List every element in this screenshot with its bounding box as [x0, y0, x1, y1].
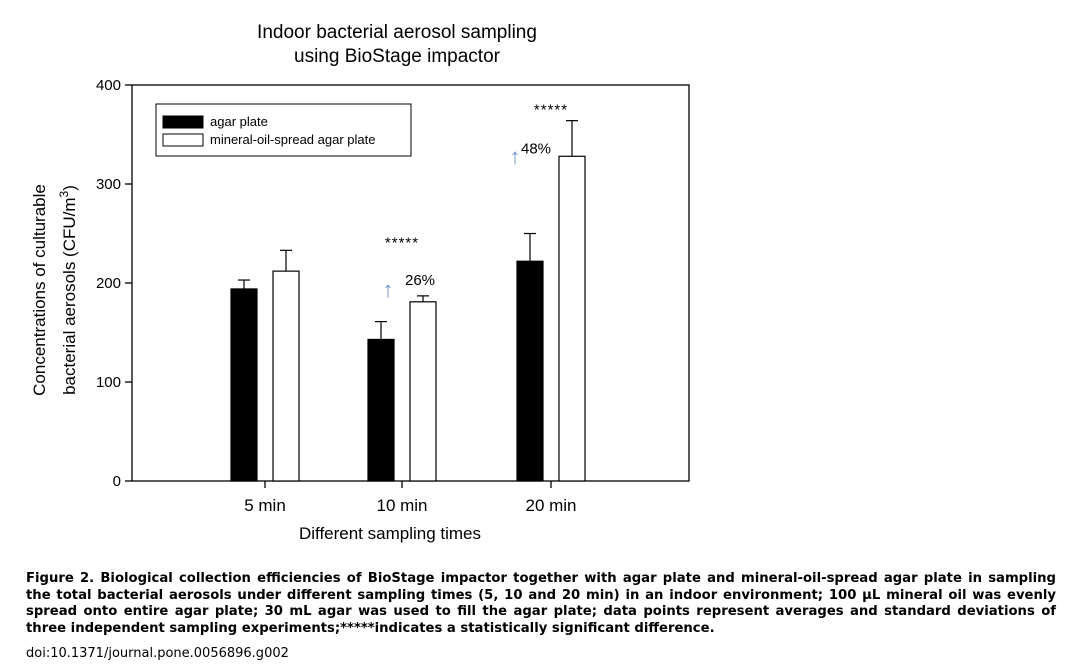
bar-s1-c1 [409, 301, 437, 482]
y-axis-label: Concentrations of culturable bacterial a… [30, 184, 79, 396]
y-tick-label-100: 100 [96, 374, 121, 391]
x-tick-label-0: 5 min [244, 496, 286, 515]
legend-box [155, 103, 412, 157]
significance-stars-1: ***** [385, 234, 419, 251]
chart-title-line-1: Indoor bacterial aerosol sampling [257, 22, 537, 43]
figure-doi: doi:10.1371/journal.pone.0056896.g002 [26, 646, 289, 661]
significance-stars-2: ***** [534, 102, 568, 119]
bar-s0-c0 [230, 288, 258, 482]
legend-swatch-mineral-oil-spread-agar-plate [162, 133, 204, 147]
y-tick-label-300: 300 [96, 176, 121, 193]
bar-chart: Indoor bacterial aerosol sampling using … [30, 22, 690, 543]
legend: agar plate mineral-oil-spread agar plate [155, 103, 412, 157]
y-tick-label-400: 400 [96, 77, 121, 94]
x-axis-label: Different sampling times [299, 524, 481, 543]
up-arrow-icon: ↑ [383, 277, 394, 302]
figure-caption: Figure 2. Biological collection efficien… [26, 571, 1056, 636]
legend-label-agar-plate: agar plate [210, 114, 268, 129]
y-axis-label-line-2: bacterial aerosols (CFU/m3) [57, 185, 79, 395]
up-arrow-icon: ↑ [510, 144, 521, 169]
bar-s0-c1 [367, 338, 395, 482]
bar-s1-c0 [272, 270, 300, 482]
chart-title: Indoor bacterial aerosol sampling using … [257, 22, 537, 67]
y-axis-label-line-1: Concentrations of culturable [30, 184, 49, 396]
bar-s1-c2 [558, 155, 586, 482]
bar-s0-c2 [516, 260, 544, 482]
y-tick-label-0: 0 [113, 473, 121, 490]
legend-swatch-agar-plate [162, 115, 204, 129]
legend-label-mineral-oil-spread-agar-plate: mineral-oil-spread agar plate [210, 132, 375, 147]
chart-title-line-2: using BioStage impactor [294, 46, 501, 67]
y-tick-label-200: 200 [96, 275, 121, 292]
annotations-layer: *****↑ 26%*****↑ 48% [383, 102, 568, 302]
bars-layer [230, 120, 586, 482]
x-tick-label-2: 20 min [525, 496, 576, 515]
y-axis-label-superscript: 3 [57, 190, 71, 197]
increase-percent-2: 48% [521, 140, 551, 157]
x-tick-label-1: 10 min [376, 496, 427, 515]
x-axis: 5 min 10 min 20 min [244, 481, 577, 515]
y-axis: 0 100 200 300 400 [96, 77, 132, 490]
increase-percent-1: 26% [405, 272, 435, 289]
